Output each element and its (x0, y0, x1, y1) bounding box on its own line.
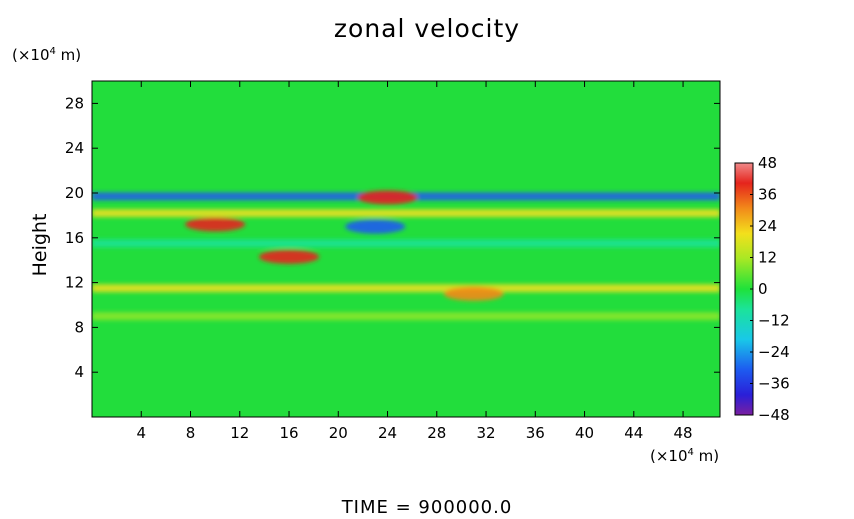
y-tick-label: 8 (74, 318, 84, 336)
colorbar-tick-label: 24 (758, 217, 777, 235)
heatmap-band-6 (92, 239, 720, 248)
x-axis-unit: (×104 m) (650, 447, 720, 465)
x-tick-label: 32 (476, 424, 495, 442)
colorbar-tick-label: −24 (758, 343, 790, 361)
x-tick-label: 40 (575, 424, 594, 442)
y-axis-unit: (×104 m) (12, 46, 82, 64)
colorbar-tick-label: −12 (758, 312, 790, 330)
x-tick-label: 36 (526, 424, 545, 442)
y-tick-label: 16 (65, 229, 84, 247)
heatmap-band-3 (92, 209, 720, 218)
colorbar-tick-label: 12 (758, 249, 777, 267)
y-tick-label: 12 (65, 274, 84, 292)
x-tick-label: 48 (674, 424, 693, 442)
heatmap-blob-8 (259, 249, 320, 264)
colorbar-tick-label: 36 (758, 186, 777, 204)
colorbar-tick-label: 48 (758, 154, 777, 172)
plot-background (92, 81, 720, 417)
colorbar-tick-label: 0 (758, 280, 768, 298)
x-tick-label: 12 (230, 424, 249, 442)
x-tick-label: 20 (329, 424, 348, 442)
colorbar-tick-label: −36 (758, 375, 790, 393)
y-tick-label: 28 (65, 94, 84, 112)
y-tick-label: 4 (74, 363, 84, 381)
plot-frame (91, 80, 721, 418)
heatmap-blob-1 (357, 190, 418, 205)
time-label: TIME = 900000.0 (341, 497, 513, 518)
x-tick-label: 8 (186, 424, 196, 442)
x-tick-label: 16 (279, 424, 298, 442)
x-tick-label: 44 (624, 424, 643, 442)
heatmap-blob-2 (185, 217, 246, 232)
heatmap-blob-9 (345, 219, 406, 234)
y-tick-label: 20 (65, 184, 84, 202)
x-tick-label: 4 (136, 424, 146, 442)
y-tick-label: 24 (65, 139, 84, 157)
x-tick-label: 28 (427, 424, 446, 442)
heatmap-band-4 (92, 284, 720, 293)
chart-title: zonal velocity (333, 14, 521, 43)
heatmap-band-7 (92, 312, 720, 321)
heatmap-blob-5 (443, 286, 504, 301)
colorbar-tick-label: −48 (758, 406, 790, 424)
x-tick-label: 24 (378, 424, 397, 442)
